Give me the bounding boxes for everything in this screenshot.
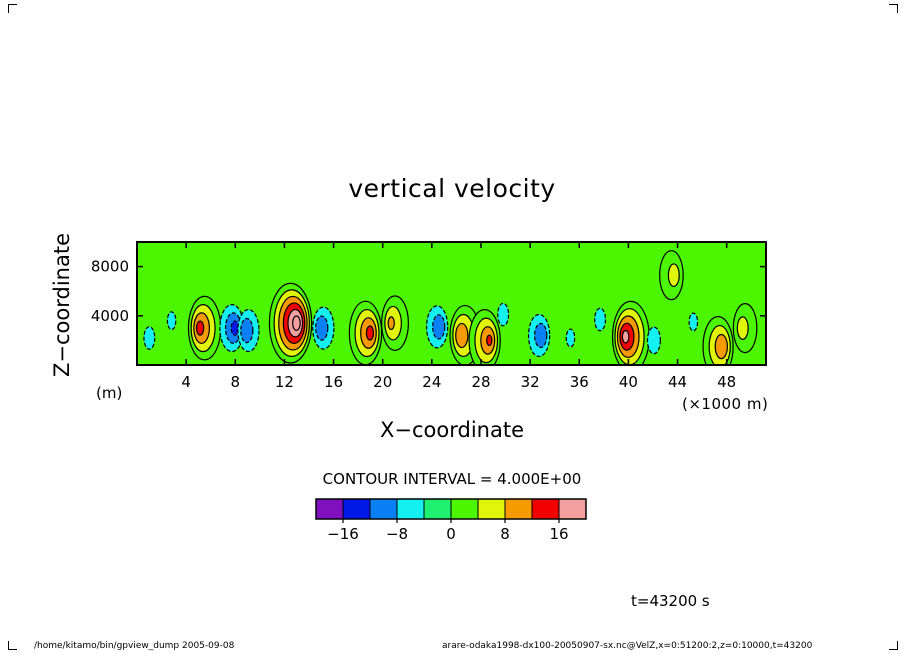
frame-corner-bottom-right — [889, 641, 898, 650]
x-tick-label: 28 — [471, 373, 490, 391]
contour-band — [143, 326, 156, 350]
plot-frame — [136, 241, 767, 366]
velocity-cell — [702, 316, 734, 365]
time-label: t=43200 s — [631, 592, 710, 610]
x-tick-label: 36 — [570, 373, 589, 391]
contour-band — [292, 315, 301, 331]
x-tick-label: 44 — [668, 373, 687, 391]
frame-corner-bottom-left — [8, 641, 17, 650]
colorbar-swatch — [450, 498, 479, 520]
velocity-cell — [237, 308, 260, 353]
colorbar: −16 −8 0 8 16 — [315, 498, 587, 543]
colorbar-swatch — [558, 498, 587, 520]
colorbar-swatch — [315, 498, 344, 520]
velocity-cell — [497, 302, 510, 327]
x-axis-label: X−coordinate — [380, 418, 524, 442]
colorbar-swatch — [396, 498, 425, 520]
velocity-cell — [268, 282, 313, 364]
y-tick-label: 8000 — [91, 258, 129, 276]
contour-band — [565, 328, 576, 348]
velocity-cell — [594, 307, 607, 332]
contour-band — [195, 320, 205, 336]
velocity-cell — [187, 295, 222, 361]
contour-band — [714, 333, 728, 360]
x-tick-label: 16 — [324, 373, 343, 391]
colorbar-tick-label: 0 — [446, 525, 456, 543]
colorbar-swatch — [369, 498, 398, 520]
velocity-cell — [688, 312, 699, 332]
velocity-cell — [143, 326, 156, 350]
x-tick-label: 48 — [717, 373, 736, 391]
contour-band — [432, 314, 446, 340]
colorbar-swatch — [477, 498, 506, 520]
contour-band — [534, 322, 548, 349]
footer-left-text: /home/kitamo/bin/gpview_dump 2005-09-08 — [34, 641, 235, 651]
colorbar-swatch — [504, 498, 533, 520]
velocity-cell — [380, 295, 409, 351]
contour-band — [365, 325, 375, 341]
contour-band — [688, 312, 699, 332]
velocity-cell — [348, 300, 383, 365]
colorbar-tick-label: 16 — [549, 525, 568, 543]
x-tick-label: 32 — [521, 373, 540, 391]
contour-band — [646, 326, 661, 355]
y-axis-unit: (m) — [96, 384, 123, 402]
velocity-cell — [646, 326, 661, 355]
colorbar-tick-label: −8 — [386, 525, 408, 543]
velocity-cell — [659, 250, 684, 301]
contour-band — [486, 334, 493, 347]
contour-band — [594, 307, 607, 332]
velocity-cell — [425, 305, 449, 349]
colorbar-swatch — [342, 498, 371, 520]
contour-band — [315, 315, 329, 341]
contour-band — [387, 316, 395, 331]
x-tick-label: 8 — [231, 373, 241, 391]
velocity-cell — [312, 306, 335, 350]
x-tick-label: 4 — [181, 373, 191, 391]
contour-band — [621, 329, 630, 344]
x-tick-label: 40 — [619, 373, 638, 391]
velocity-cell — [565, 328, 576, 348]
contour-band — [736, 316, 749, 340]
velocity-cell — [219, 304, 245, 353]
x-tick-label: 20 — [373, 373, 392, 391]
velocity-cell — [468, 309, 501, 365]
x-tick-label: 12 — [275, 373, 294, 391]
velocity-cell — [527, 313, 551, 358]
velocity-cell — [166, 311, 177, 331]
plot-area — [137, 242, 766, 365]
frame-corner-top-left — [8, 4, 17, 13]
velocity-cell — [611, 300, 650, 365]
y-tick-label: 4000 — [91, 307, 129, 325]
chart-title: vertical velocity — [348, 174, 556, 203]
contour-interval-label: CONTOUR INTERVAL = 4.000E+00 — [322, 470, 582, 488]
colorbar-swatch — [531, 498, 560, 520]
colorbar-swatch — [423, 498, 452, 520]
contour-band — [240, 317, 254, 344]
contour-band — [166, 311, 177, 331]
velocity-cell — [732, 303, 758, 354]
x-tick-label: 24 — [422, 373, 441, 391]
y-axis-label: Z−coordinate — [50, 233, 74, 377]
frame-corner-top-right — [889, 4, 898, 13]
x-axis-unit: (×1000 m) — [682, 395, 769, 413]
contour-band — [455, 322, 469, 349]
contour-band — [497, 302, 510, 327]
contour-band — [667, 263, 680, 288]
contour-band — [230, 320, 239, 336]
footer-right-text: arare-odaka1998-dx100-20050907-sx.nc@Vel… — [442, 641, 813, 651]
colorbar-tick-label: 8 — [500, 525, 510, 543]
colorbar-tick-label: −16 — [327, 525, 359, 543]
